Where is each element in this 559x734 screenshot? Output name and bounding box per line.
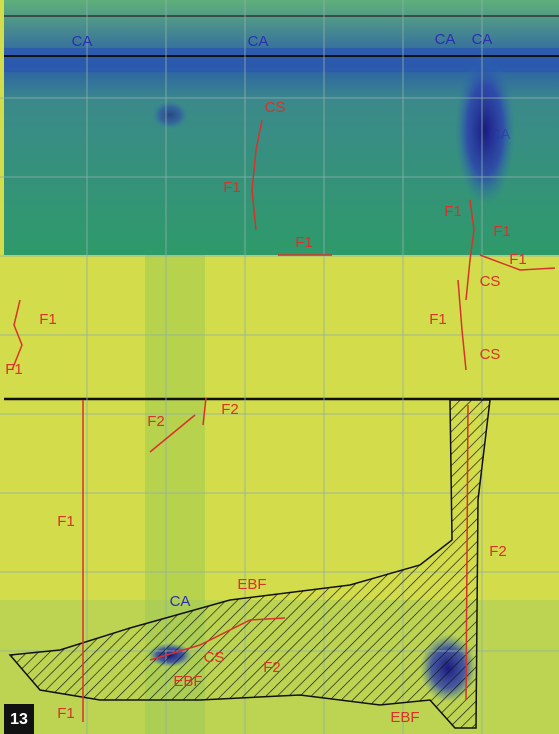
label: F1	[429, 311, 447, 328]
blob	[152, 101, 188, 129]
label: CS	[265, 99, 286, 116]
label: F1	[57, 705, 75, 722]
label: F1	[444, 203, 462, 220]
label: F1	[509, 251, 527, 268]
label: F1	[57, 513, 75, 530]
label: F2	[489, 543, 507, 560]
label: CA	[170, 593, 191, 610]
label: F2	[221, 401, 239, 418]
label: F1	[295, 234, 313, 251]
label: EBF	[237, 576, 266, 593]
label: CA	[72, 33, 93, 50]
figure-number: 13	[10, 711, 28, 728]
label: F1	[223, 179, 241, 196]
label: F1	[39, 311, 57, 328]
label: CA	[490, 126, 511, 143]
label: F1	[493, 223, 511, 240]
label: F1	[5, 361, 23, 378]
label: CA	[435, 31, 456, 48]
label: CS	[480, 273, 501, 290]
figure: CA CA CA CA CA CS F1 F1 F1 F1 F1 CS F1 F…	[0, 0, 559, 734]
label: F2	[147, 413, 165, 430]
label: CS	[480, 346, 501, 363]
label: EBF	[173, 673, 202, 690]
label: CA	[472, 31, 493, 48]
label: F2	[263, 659, 281, 676]
label: CS	[204, 649, 225, 666]
label: EBF	[390, 709, 419, 726]
label: CA	[248, 33, 269, 50]
